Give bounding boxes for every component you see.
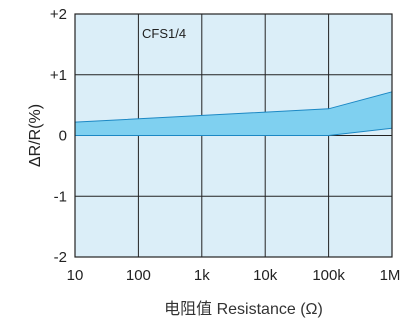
x-tick-label: 1M bbox=[380, 267, 401, 284]
y-tick-label: +2 bbox=[50, 6, 67, 23]
band-lower-line bbox=[75, 127, 393, 136]
x-tick-label: 1k bbox=[194, 267, 210, 284]
plot-frame bbox=[74, 13, 393, 258]
band-area bbox=[75, 91, 392, 136]
x-tick-label: 100 bbox=[126, 267, 151, 284]
x-tick-label: 10k bbox=[253, 267, 278, 284]
y-tick-label: 0 bbox=[59, 128, 67, 145]
y-axis-label: ΔR/R(%) bbox=[27, 104, 44, 167]
x-ticks: 10 100 1k 10k 100k 1M bbox=[67, 267, 401, 284]
y-tick-label: +1 bbox=[50, 67, 67, 84]
annotation-label: CFS1/4 bbox=[142, 26, 186, 41]
band-upper-line bbox=[74, 91, 393, 123]
y-tick-label: -2 bbox=[54, 249, 67, 266]
y-ticks: +2 +1 0 -1 -2 bbox=[50, 6, 67, 266]
x-tick-label: 10 bbox=[67, 267, 84, 284]
y-tick-label: -1 bbox=[54, 188, 67, 205]
x-axis-label: 电阻值 Resistance (Ω) bbox=[164, 300, 323, 318]
x-tick-label: 100k bbox=[312, 267, 345, 284]
